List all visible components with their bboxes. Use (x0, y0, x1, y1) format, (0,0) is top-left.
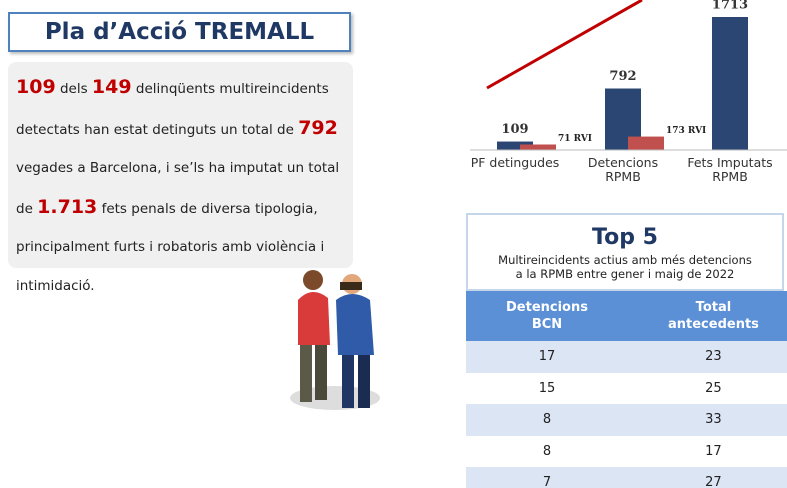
bar (712, 17, 748, 150)
value-label: 109 (501, 122, 528, 137)
cell: 33 (628, 404, 787, 436)
cell: 8 (466, 404, 628, 436)
category-label: Detencions RPMB (573, 156, 673, 184)
bar (628, 137, 664, 150)
cell: 17 (628, 436, 787, 468)
cell: 23 (628, 341, 787, 373)
cell: 25 (628, 373, 787, 405)
table-header-box: Top 5 Multireincidents actius amb més de… (466, 213, 784, 291)
column-header: Total antecedents (628, 291, 787, 341)
cell: 8 (466, 436, 628, 468)
value-label: 792 (609, 69, 636, 84)
cell: 15 (466, 373, 628, 405)
column-header: Detencions BCN (466, 291, 628, 341)
page: Pla d’Acció TREMALL 109 dels 149 delinqü… (0, 0, 787, 488)
category-label: PF detingudes (465, 156, 565, 170)
table-title: Top 5 (468, 223, 782, 253)
value-label: 173 RVI (666, 126, 706, 136)
cell: 27 (628, 467, 787, 488)
value-label: 71 RVI (558, 134, 592, 144)
cell: 17 (466, 341, 628, 373)
table-subtitle: Multireincidents actius amb més detencio… (468, 253, 782, 281)
illustration (290, 270, 380, 410)
category-label: Fets Imputats RPMB (680, 156, 780, 184)
value-label: 1713 (712, 0, 748, 13)
cell: 7 (466, 467, 628, 488)
bar (520, 144, 556, 150)
